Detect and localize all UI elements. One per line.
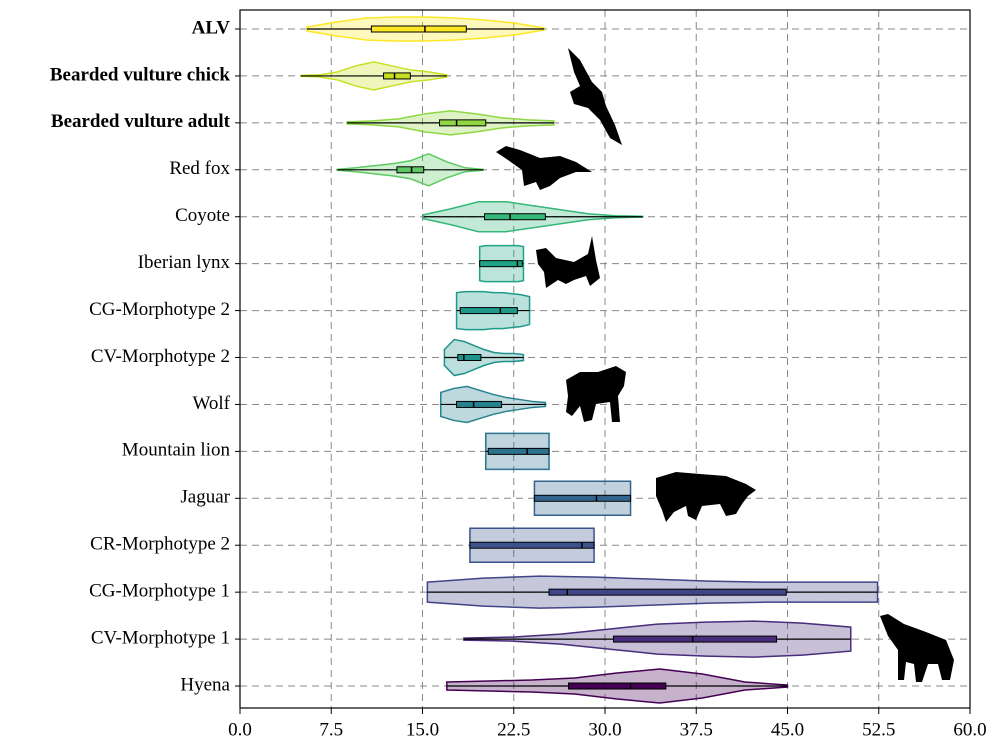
violin-group <box>447 669 788 703</box>
violin-group <box>486 433 549 469</box>
violin-group <box>424 202 643 232</box>
iqr-box <box>614 636 777 642</box>
jaguar-icon <box>656 472 756 522</box>
hyena-icon <box>880 614 954 682</box>
violin-group <box>307 17 544 41</box>
y-tick-label: ALV <box>192 17 231 38</box>
iqr-box <box>534 495 630 501</box>
iqr-box <box>384 73 411 79</box>
y-tick-label: Hyena <box>180 674 230 695</box>
x-tick-label: 30.0 <box>588 719 621 740</box>
y-tick-label: Wolf <box>192 393 230 414</box>
iqr-box <box>470 542 594 548</box>
violin-group <box>347 111 554 135</box>
y-tick-label: CV-Morphotype 1 <box>91 627 230 648</box>
x-tick-label: 37.5 <box>680 719 713 740</box>
y-tick-label: Bearded vulture chick <box>50 64 231 85</box>
iqr-box <box>458 355 481 361</box>
wolf-icon <box>566 366 626 422</box>
x-tick-label: 60.0 <box>953 719 986 740</box>
y-tick-label: Jaguar <box>180 487 230 508</box>
y-tick-label: CV-Morphotype 2 <box>91 346 230 367</box>
x-tick-label: 7.5 <box>319 719 343 740</box>
iqr-box <box>569 683 666 689</box>
y-tick-label: Mountain lion <box>122 440 231 461</box>
iqr-box <box>485 214 546 220</box>
y-tick-label: CR-Morphotype 2 <box>90 534 230 555</box>
lynx-icon <box>536 236 600 288</box>
y-tick-label: Bearded vulture adult <box>51 111 231 132</box>
violin-group <box>444 340 523 376</box>
y-tick-label: Iberian lynx <box>138 252 231 273</box>
y-tick-label: Coyote <box>175 205 230 226</box>
violin-group <box>457 292 530 330</box>
vulture-icon <box>568 48 622 145</box>
iqr-box <box>488 448 549 454</box>
violin-group <box>470 528 594 562</box>
iqr-box <box>440 120 486 126</box>
violin-group <box>427 576 877 608</box>
x-tick-label: 0.0 <box>228 719 252 740</box>
iqr-box <box>397 167 424 173</box>
violin-group <box>441 386 546 422</box>
x-tick-label: 52.5 <box>862 719 895 740</box>
iqr-box <box>457 401 502 407</box>
y-tick-label: CG-Morphotype 1 <box>89 581 230 602</box>
iqr-box <box>371 26 466 32</box>
x-tick-label: 45.0 <box>771 719 804 740</box>
iqr-box <box>480 261 523 267</box>
chart: 0.0 7.5 15.0 22.5 30.0 37.5 45.0 52.5 60.0 ALV Bea… <box>0 0 989 741</box>
violin-group <box>480 246 524 282</box>
fox-icon <box>496 146 592 190</box>
violin-group <box>337 154 483 186</box>
y-tick-label: CG-Morphotype 2 <box>89 299 230 320</box>
violin-group <box>464 621 851 657</box>
violin-group <box>301 62 447 90</box>
x-tick-label: 22.5 <box>497 719 530 740</box>
y-tick-label: Red fox <box>169 158 230 179</box>
iqr-box <box>549 589 786 595</box>
violin-group <box>534 481 630 515</box>
x-tick-label: 15.0 <box>406 719 439 740</box>
iqr-box <box>460 308 517 314</box>
